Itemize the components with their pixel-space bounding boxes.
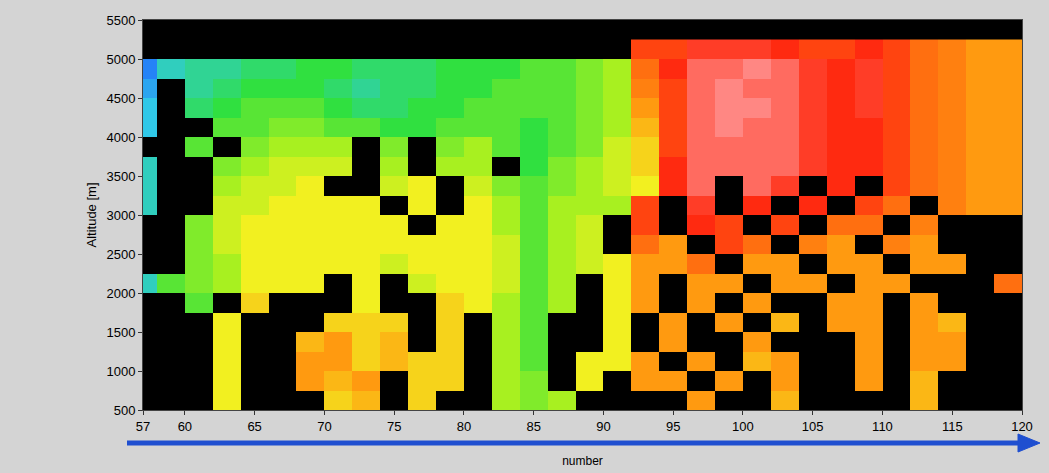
svg-text:110: 110 — [872, 419, 893, 434]
svg-text:5000: 5000 — [106, 52, 135, 67]
svg-text:85: 85 — [526, 419, 540, 434]
svg-text:1000: 1000 — [106, 364, 135, 379]
svg-text:75: 75 — [387, 419, 401, 434]
svg-text:4500: 4500 — [106, 91, 135, 106]
svg-text:115: 115 — [942, 419, 963, 434]
svg-text:57: 57 — [136, 419, 150, 434]
svg-text:500: 500 — [114, 403, 136, 418]
svg-text:105: 105 — [802, 419, 824, 434]
svg-text:5500: 5500 — [106, 13, 135, 28]
svg-text:90: 90 — [596, 419, 610, 434]
svg-text:1500: 1500 — [106, 325, 135, 340]
svg-text:60: 60 — [178, 419, 192, 434]
svg-text:70: 70 — [317, 419, 331, 434]
svg-text:80: 80 — [457, 419, 471, 434]
svg-text:100: 100 — [732, 419, 754, 434]
svg-text:120: 120 — [1011, 419, 1033, 434]
svg-text:number: number — [562, 454, 603, 468]
svg-text:4000: 4000 — [106, 130, 135, 145]
svg-text:3000: 3000 — [106, 208, 135, 223]
svg-text:65: 65 — [247, 419, 261, 434]
svg-text:Altitude [m]: Altitude [m] — [84, 182, 99, 247]
svg-text:2500: 2500 — [106, 247, 135, 262]
svg-text:2000: 2000 — [106, 286, 135, 301]
svg-text:95: 95 — [666, 419, 680, 434]
svg-text:3500: 3500 — [106, 169, 135, 184]
